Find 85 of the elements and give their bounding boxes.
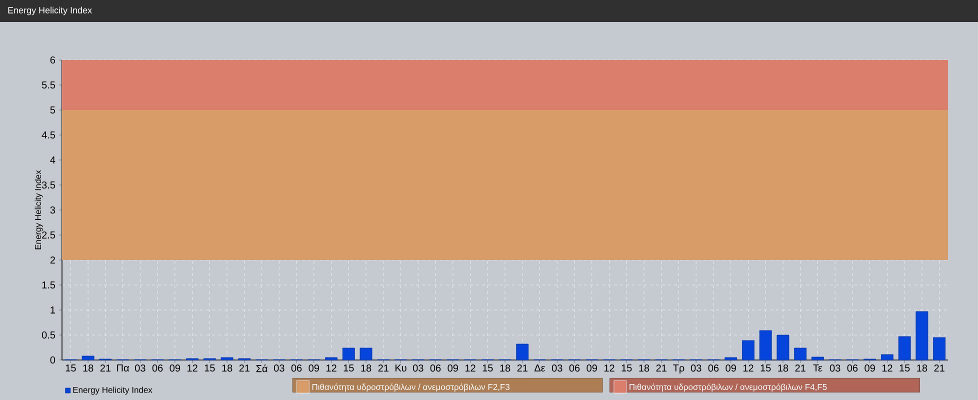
y-axis-title: Energy Helicity Index — [34, 170, 43, 250]
x-tick-label: Πα — [117, 364, 130, 372]
x-tick-label: 15 — [900, 364, 910, 372]
y-tick-label: 5.5 — [42, 82, 56, 88]
x-tick-label: 21 — [378, 364, 388, 372]
x-tick-label: Κυ — [396, 364, 406, 372]
x-tick-label: 15 — [204, 364, 215, 372]
y-tick-label: 3.5 — [42, 181, 56, 189]
x-tick-label: 18 — [361, 364, 372, 372]
bar — [220, 357, 234, 360]
y-tick-label: 1.5 — [42, 282, 56, 288]
x-tick-label: 21 — [239, 364, 250, 372]
x-tick-label: 21 — [656, 364, 666, 372]
bar — [759, 330, 772, 360]
x-tick-label: 12 — [882, 364, 892, 372]
x-tick-label: 06 — [569, 364, 580, 372]
x-tick-label: Τε — [813, 364, 822, 372]
x-tick-label: 03 — [412, 364, 424, 372]
x-tick-label: 09 — [448, 364, 458, 372]
bar — [880, 354, 894, 360]
bar — [812, 356, 824, 360]
x-tick-label: 09 — [864, 364, 875, 372]
x-tick-label: 06 — [430, 364, 441, 372]
x-tick-label: 15 — [622, 364, 632, 372]
x-tick-label: 06 — [152, 364, 163, 372]
x-tick-label: Τρ — [673, 364, 684, 374]
y-tick-label: 5 — [50, 106, 56, 114]
bar — [916, 311, 928, 360]
x-tick-label: 06 — [847, 364, 858, 372]
legend-label: Energy Helicity Index — [73, 386, 152, 395]
x-tick-label: 15 — [482, 364, 493, 372]
x-tick-label: 18 — [639, 364, 650, 372]
x-tick-label: 21 — [517, 364, 528, 372]
bar — [516, 344, 529, 360]
x-tick-label: 03 — [830, 364, 840, 372]
x-tick-label: 12 — [604, 364, 614, 372]
x-tick-label: 09 — [726, 364, 736, 372]
bar — [342, 348, 355, 360]
x-tick-label: Σά — [256, 364, 268, 372]
bar — [742, 340, 754, 360]
y-tick-label: 4.5 — [42, 132, 56, 138]
x-tick-label: 09 — [308, 364, 319, 372]
bar — [82, 356, 94, 360]
x-tick-label: 09 — [586, 364, 597, 372]
legend-label: Πιθανότητα υδροστρόβιλων / ανεμοστρόβιλων F4,F5 — [630, 384, 827, 392]
x-tick-label: 12 — [743, 364, 754, 372]
bar — [325, 357, 338, 360]
x-tick-label: 03 — [135, 364, 146, 372]
x-tick-label: Δε — [534, 364, 546, 372]
x-tick-label: 21 — [795, 364, 806, 372]
y-tick-label: 0 — [50, 356, 56, 364]
y-tick-label: 4 — [50, 156, 56, 164]
chart-title: Energy Helicity Index — [8, 6, 92, 16]
x-tick-label: 06 — [291, 364, 302, 372]
y-tick-label: 6 — [50, 56, 56, 64]
x-tick-label: 15 — [760, 364, 771, 372]
x-tick-label: 03 — [274, 364, 284, 372]
bar — [360, 348, 372, 360]
x-tick-label: 03 — [552, 364, 562, 372]
y-tick-label: 0.5 — [42, 331, 56, 339]
bar — [724, 357, 738, 360]
bar — [898, 336, 911, 360]
bar — [776, 334, 790, 360]
x-tick-label: 18 — [778, 364, 788, 372]
y-tick-label: 3 — [50, 206, 56, 214]
bar — [794, 348, 807, 360]
legend-label: Πιθανότητα υδροστρόβιλων / ανεμοστρόβιλων F2,F3 — [312, 384, 510, 392]
x-tick-label: 18 — [500, 364, 510, 372]
x-tick-label: 12 — [465, 364, 476, 372]
y-tick-label: 1 — [50, 306, 55, 314]
x-tick-label: 15 — [344, 364, 354, 372]
x-tick-label: 18 — [222, 364, 232, 372]
x-tick-label: 18 — [917, 364, 928, 372]
x-tick-label: 15 — [66, 364, 76, 372]
y-tick-label: 2 — [50, 256, 55, 264]
x-tick-label: 18 — [83, 364, 94, 372]
x-tick-label: 12 — [188, 364, 198, 372]
x-tick-label: 03 — [690, 364, 702, 372]
x-tick-label: 06 — [708, 364, 719, 372]
x-tick-label: 12 — [326, 364, 336, 372]
x-tick-label: 21 — [934, 364, 944, 372]
x-tick-label: 09 — [170, 364, 180, 372]
y-tick-label: 2.5 — [42, 231, 56, 239]
bar — [933, 337, 946, 360]
x-tick-label: 21 — [100, 364, 111, 372]
